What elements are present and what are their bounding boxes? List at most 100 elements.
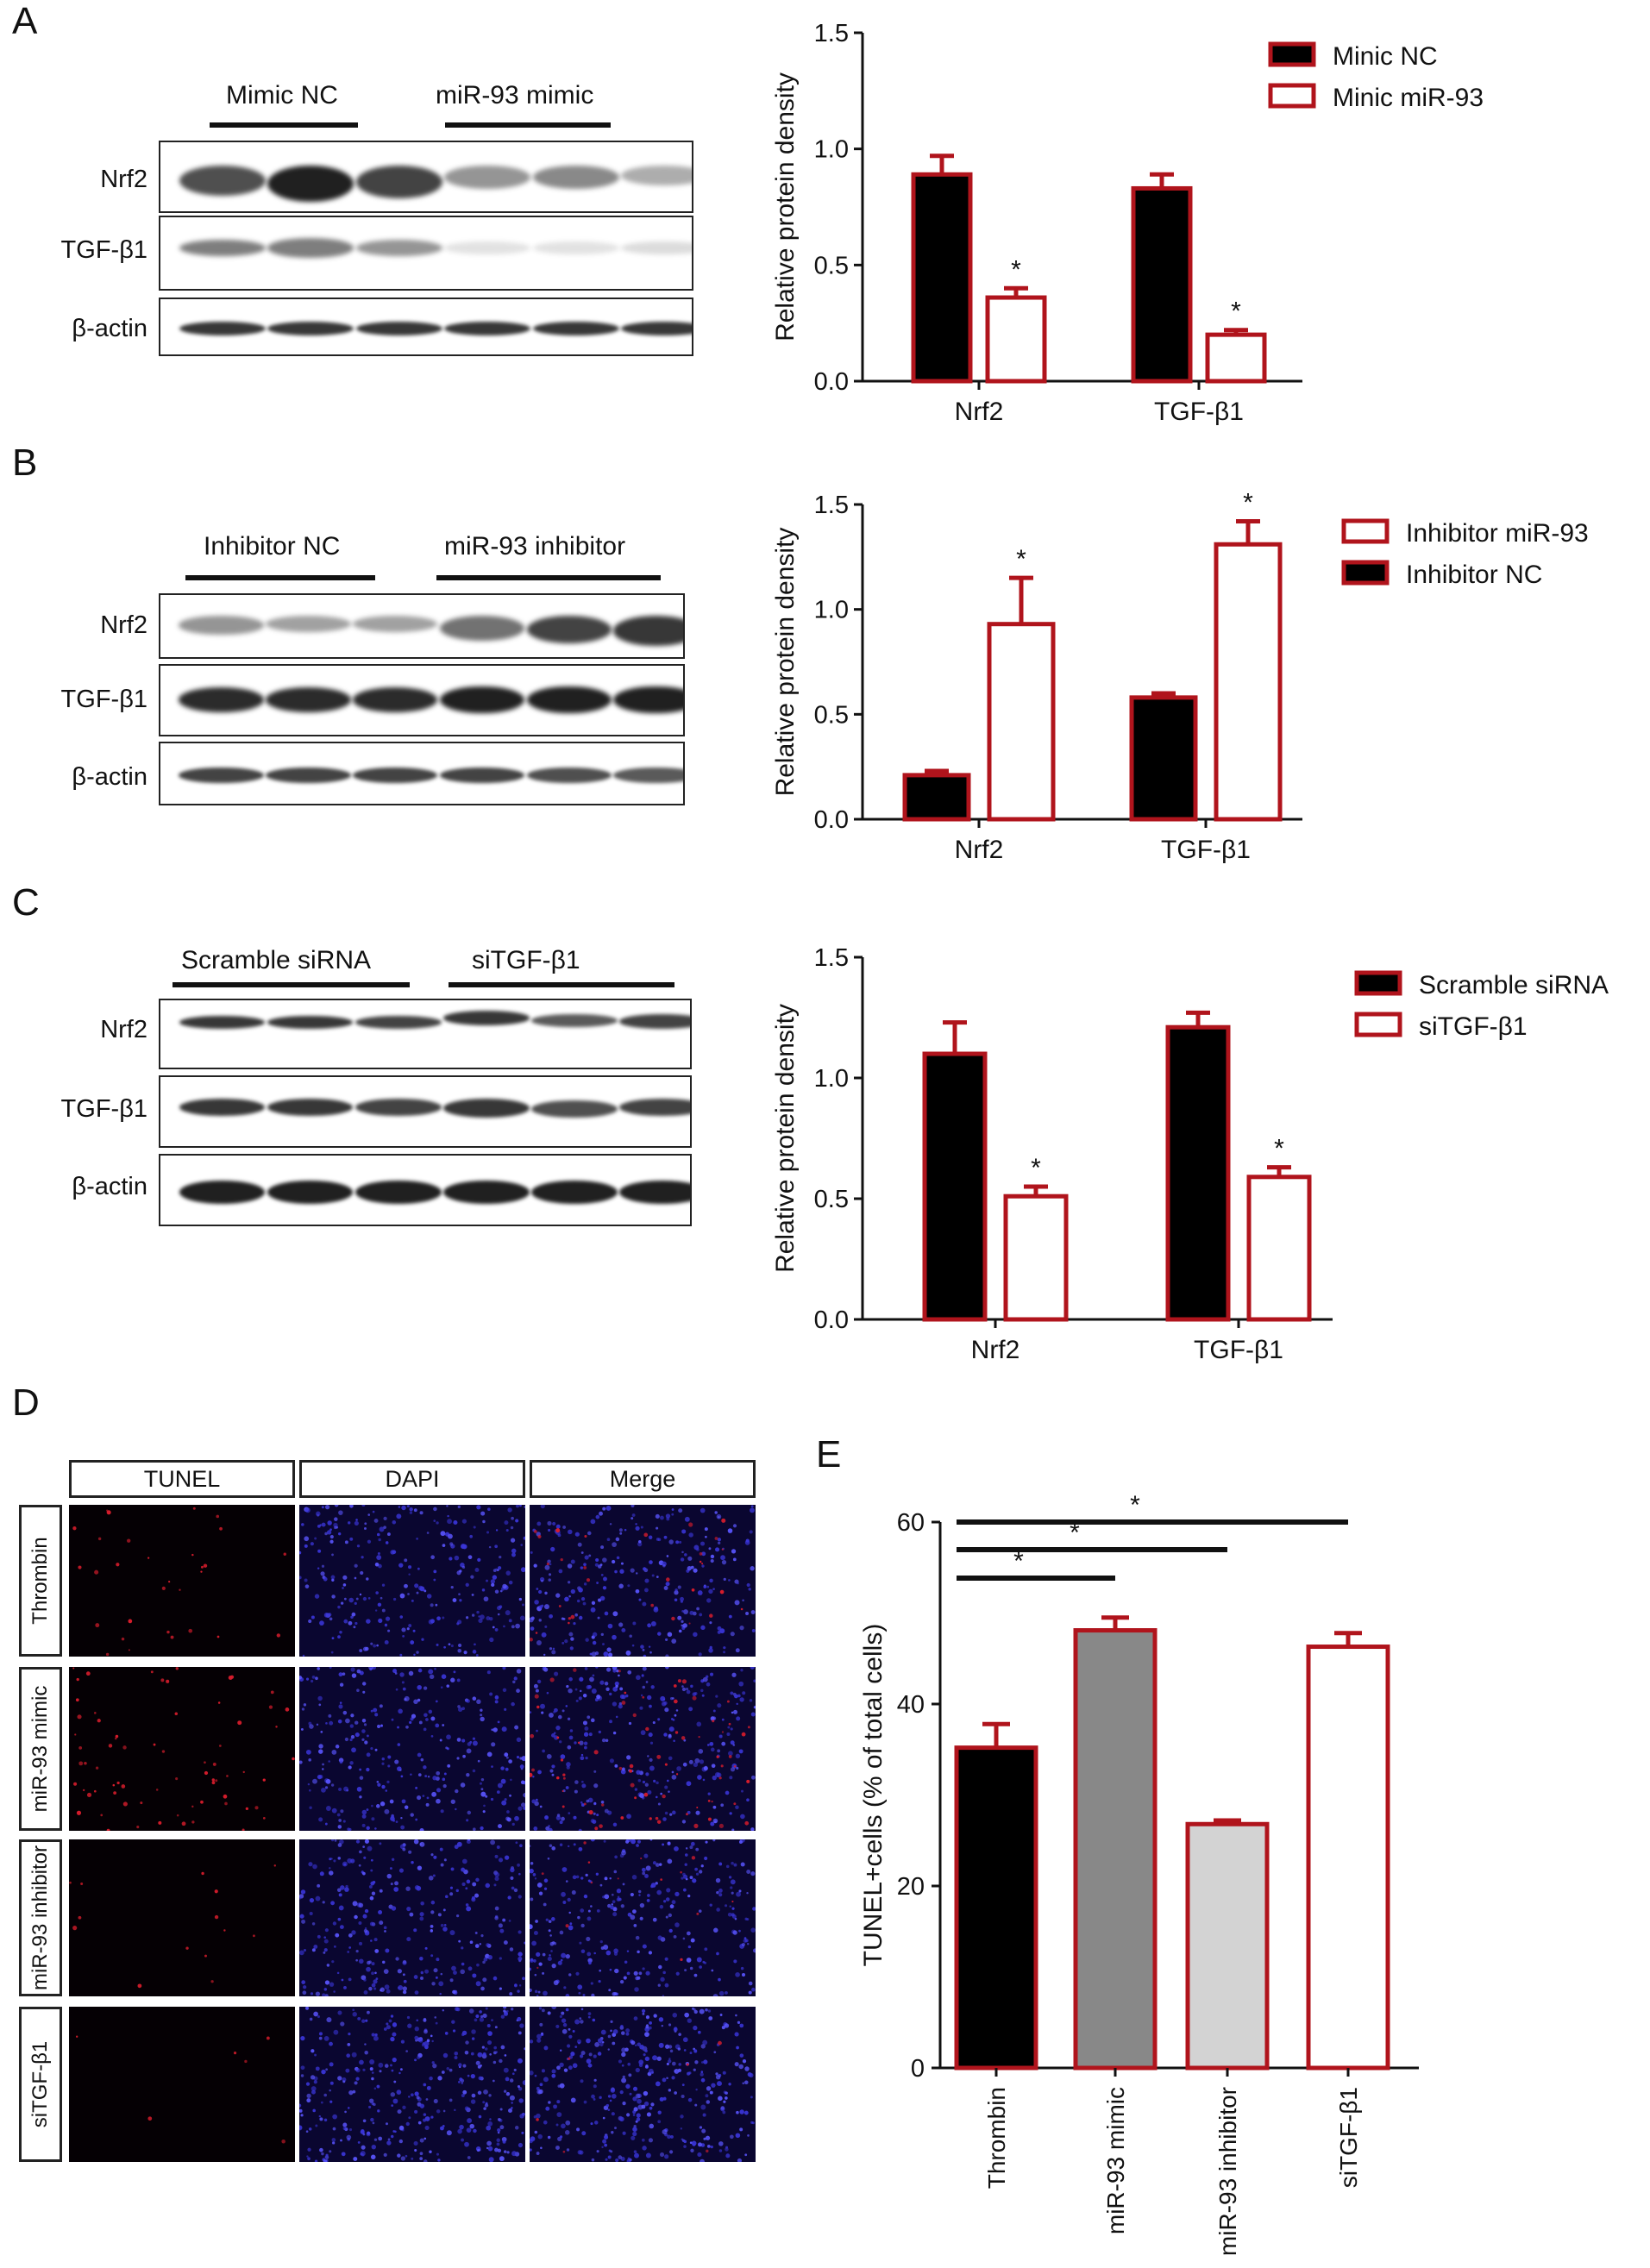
nucleus-dot (583, 2100, 587, 2104)
nucleus-dot (547, 1520, 552, 1526)
nucleus-dot (648, 1951, 653, 1955)
significance-star: * (1070, 1519, 1080, 1547)
nucleus-dot (400, 1825, 405, 1830)
nucleus-dot (439, 1847, 443, 1851)
nucleus-dot (300, 2114, 304, 2117)
nucleus-dot (354, 1520, 359, 1526)
nucleus-dot (436, 1788, 442, 1793)
nucleus-dot (687, 1931, 691, 1936)
nucleus-dot (622, 2101, 626, 2106)
nucleus-dot (305, 2007, 310, 2010)
nucleus-dot (665, 1513, 671, 1519)
nucleus-dot (337, 2076, 342, 2081)
tunel-dot (83, 1789, 85, 1792)
tunel-dot (200, 1565, 204, 1569)
nucleus-dot (632, 1909, 637, 1914)
nucleus-dot (579, 1676, 584, 1682)
nucleus-dot (432, 2063, 437, 2069)
nucleus-dot (587, 1685, 593, 1689)
nucleus-dot (724, 2023, 730, 2028)
nucleus-dot (359, 1649, 363, 1653)
nucleus-dot (657, 1718, 661, 1721)
nucleus-dot (440, 1809, 444, 1814)
nucleus-dot (653, 2014, 657, 2018)
nucleus-dot (657, 2120, 662, 2124)
nucleus-dot (647, 1623, 651, 1628)
tunel-dot (76, 2035, 78, 2038)
nucleus-dot (537, 2133, 543, 2140)
tunel-dot (191, 1805, 194, 1808)
nucleus-dot (662, 1995, 665, 1996)
nucleus-dot (333, 1859, 336, 1863)
nucleus-dot (431, 2039, 434, 2043)
nucleus-dot (541, 1632, 547, 1638)
nucleus-dot (353, 2157, 358, 2162)
tunel-dot (560, 1758, 564, 1762)
nucleus-dot (604, 2134, 609, 2140)
nucleus-dot (626, 1814, 631, 1820)
nucleus-dot (622, 2131, 626, 2135)
nucleus-dot (521, 1756, 525, 1762)
nucleus-dot (607, 2108, 611, 2111)
nucleus-dot (419, 1916, 424, 1921)
nucleus-dot (337, 1843, 342, 1847)
nucleus-dot (559, 2049, 562, 2052)
nucleus-dot (453, 1970, 457, 1975)
nucleus-dot (561, 1952, 567, 1958)
nucleus-dot (462, 2064, 467, 2068)
nucleus-dot (477, 1759, 480, 1763)
nucleus-dot (543, 1878, 549, 1883)
nucleus-dot (511, 1886, 515, 1890)
nucleus-dot (356, 1688, 360, 1692)
nucleus-dot (311, 2086, 317, 2092)
nucleus-dot (638, 1598, 642, 1601)
nucleus-dot (413, 1975, 418, 1979)
nucleus-dot (414, 2035, 419, 2040)
nucleus-dot (643, 1654, 647, 1657)
nucleus-dot (442, 1927, 448, 1932)
tunel-dot (588, 1810, 593, 1815)
nucleus-dot (454, 2051, 459, 2056)
nucleus-dot (551, 1650, 556, 1655)
nucleus-dot (311, 1948, 316, 1952)
nucleus-dot (459, 2124, 464, 2130)
nucleus-dot (723, 1651, 726, 1654)
nucleus-dot (612, 1701, 618, 1707)
nucleus-dot (500, 2045, 505, 2050)
nucleus-dot (467, 2074, 470, 2077)
nucleus-dot (555, 1815, 562, 1820)
nucleus-dot (469, 1534, 474, 1538)
tunel-dot (128, 1649, 130, 1651)
nucleus-dot (338, 1893, 342, 1897)
nucleus-dot (644, 2049, 648, 2053)
nucleus-dot (561, 2011, 565, 2015)
nucleus-dot (687, 1556, 693, 1561)
nucleus-dot (584, 1745, 587, 1750)
nucleus-dot (553, 1980, 559, 1986)
nucleus-dot (582, 1601, 587, 1606)
nucleus-dot (681, 2094, 685, 2099)
nucleus-dot (742, 1691, 746, 1695)
nucleus-dot (317, 1934, 321, 1939)
nucleus-dot (363, 1723, 367, 1726)
nucleus-dot (530, 1616, 535, 1620)
nucleus-dot (687, 2018, 692, 2023)
nucleus-dot (633, 2016, 638, 2021)
nucleus-dot (373, 2087, 377, 2089)
nucleus-dot (689, 2141, 693, 2145)
nucleus-dot (411, 1860, 414, 1864)
nucleus-dot (399, 1672, 405, 1677)
nucleus-dot (736, 1702, 738, 1706)
nucleus-dot (311, 1615, 315, 1620)
nucleus-dot (417, 1752, 422, 1757)
nucleus-dot (659, 2152, 665, 2158)
nucleus-dot (717, 2081, 722, 2087)
nucleus-dot (647, 1894, 650, 1897)
nucleus-dot (523, 1792, 525, 1798)
nucleus-dot (710, 2145, 713, 2149)
nucleus-dot (640, 1730, 646, 1736)
nucleus-dot (502, 1583, 507, 1589)
nucleus-dot (548, 1528, 551, 1532)
nucleus-dot (642, 1601, 647, 1607)
nucleus-dot (501, 1726, 507, 1732)
